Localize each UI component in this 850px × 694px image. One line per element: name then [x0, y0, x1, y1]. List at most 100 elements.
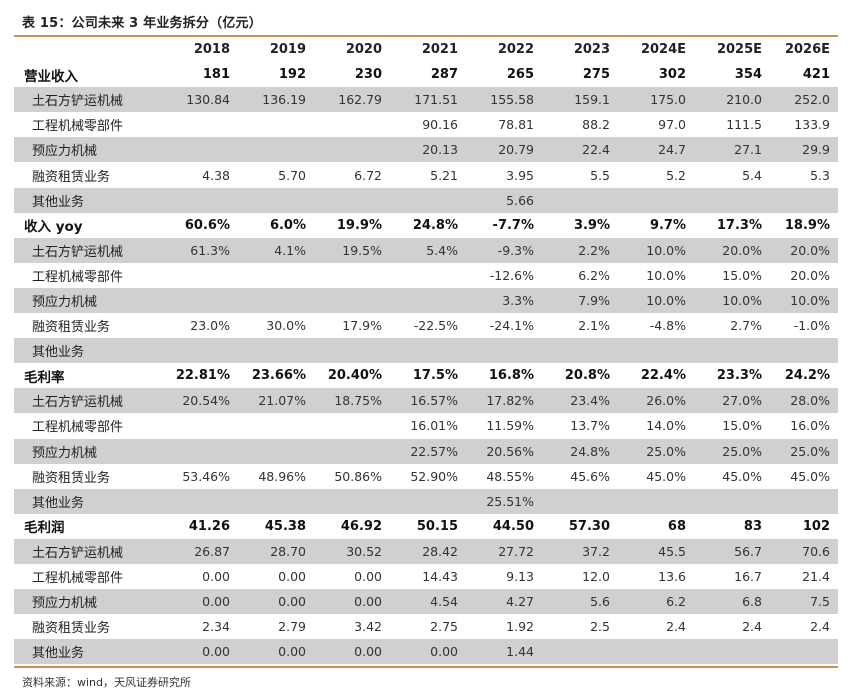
value-cell: 6.2: [618, 589, 694, 615]
header-year: 2018: [193, 42, 230, 58]
value-cell: [314, 287, 390, 314]
value-cell: [770, 338, 838, 364]
value-cell: 24.7: [618, 137, 694, 163]
value-cell: 50.15: [416, 518, 458, 534]
value-cell: 252.0: [770, 87, 838, 113]
value-cell: 1.92: [506, 619, 534, 635]
value-cell: 18.9%: [784, 217, 830, 233]
value-cell: 10.0%: [618, 287, 694, 314]
value-cell: 5.5: [590, 167, 610, 183]
value-cell: 68: [667, 518, 686, 534]
row-label: 土石方铲运机械: [14, 538, 162, 564]
table-row-total: 收入 yoy 60.6% 6.0% 19.9% 24.8% -7.7% 3.9% 9.7% 17…: [14, 213, 838, 238]
value-cell: [618, 488, 694, 514]
row-label: 其他业务: [14, 488, 162, 514]
value-cell: -12.6%: [489, 267, 534, 283]
value-cell: 23.3%: [716, 368, 762, 384]
value-cell: 210.0: [694, 87, 770, 113]
table-row: 工程机械零部件 16.01% 11.59% 13.7% 14.0% 15.0% 16.0%: [14, 413, 838, 438]
value-cell: 136.19: [238, 87, 314, 113]
value-cell: 78.81: [498, 117, 534, 133]
value-cell: [542, 488, 618, 514]
value-cell: [542, 187, 618, 213]
value-cell: 83: [743, 518, 762, 534]
value-cell: 0.00: [238, 589, 314, 615]
table-row: 预应力机械 20.13 20.79 22.4 24.7 27.1 29.9: [14, 137, 838, 163]
value-cell: 13.7%: [570, 418, 610, 434]
value-cell: 17.5%: [412, 368, 458, 384]
value-cell: -22.5%: [413, 318, 458, 334]
value-cell: 20.8%: [564, 368, 610, 384]
value-cell: 265: [506, 67, 534, 83]
value-cell: [238, 438, 314, 464]
header-label-cell: [14, 37, 162, 62]
value-cell: 20.0%: [694, 237, 770, 263]
value-cell: [162, 112, 238, 137]
value-cell: [162, 438, 238, 464]
value-cell: 52.90%: [410, 468, 458, 484]
value-cell: 22.81%: [175, 368, 230, 384]
value-cell: 26.0%: [618, 388, 694, 414]
row-label: 其他业务: [14, 187, 162, 213]
value-cell: [162, 338, 238, 364]
header-year: 2022: [497, 42, 534, 58]
value-cell: 24.8%: [542, 438, 618, 464]
value-cell: 421: [802, 67, 830, 83]
value-cell: [390, 338, 466, 364]
value-cell: 171.51: [390, 87, 466, 113]
value-cell: [314, 112, 390, 137]
table-row: 工程机械零部件 90.16 78.81 88.2 97.0 111.5 133.9: [14, 112, 838, 137]
value-cell: 97.0: [658, 117, 686, 133]
value-cell: 11.59%: [486, 418, 534, 434]
value-cell: 175.0: [618, 87, 694, 113]
value-cell: [542, 338, 618, 364]
value-cell: 0.00: [202, 569, 230, 585]
value-cell: 13.6: [658, 569, 686, 585]
table-row: 土石方铲运机械 61.3% 4.1% 19.5% 5.4% -9.3% 2.2% 10.0% 2…: [14, 237, 838, 263]
value-cell: 4.38: [202, 167, 230, 183]
value-cell: 4.54: [390, 589, 466, 615]
value-cell: 44.50: [492, 518, 534, 534]
value-cell: 16.57%: [390, 388, 466, 414]
value-cell: 6.8: [694, 589, 770, 615]
value-cell: 16.7: [734, 569, 762, 585]
table-title: 表 15：公司未来 3 年业务拆分（亿元）: [22, 16, 262, 31]
value-cell: [238, 287, 314, 314]
value-cell: [238, 187, 314, 213]
value-cell: [694, 338, 770, 364]
table-row: 融资租赁业务 23.0% 30.0% 17.9% -22.5% -24.1% 2.1% -4.…: [14, 313, 838, 338]
table-row-total: 营业收入 181 192 230 287 265 275 302 354 421: [14, 62, 838, 87]
header-row: 2018 2019 2020 2021 2022 2023 2024E 2025…: [14, 37, 838, 62]
value-cell: 17.82%: [466, 388, 542, 414]
row-label: 土石方铲运机械: [14, 87, 162, 113]
value-cell: 7.9%: [542, 287, 618, 314]
value-cell: -4.8%: [649, 318, 686, 334]
value-cell: [314, 137, 390, 163]
value-cell: 5.6: [542, 589, 618, 615]
value-cell: 23.0%: [190, 318, 230, 334]
value-cell: 4.1%: [238, 237, 314, 263]
table-row: 土石方铲运机械 20.54% 21.07% 18.75% 16.57% 17.82% 23.…: [14, 388, 838, 414]
value-cell: 12.0: [582, 569, 610, 585]
row-label: 预应力机械: [14, 438, 162, 464]
value-cell: 0.00: [238, 639, 314, 665]
row-label: 其他业务: [14, 338, 162, 364]
value-cell: 37.2: [542, 538, 618, 564]
value-cell: 2.4: [742, 619, 762, 635]
value-cell: [162, 287, 238, 314]
row-label: 预应力机械: [14, 287, 162, 314]
value-cell: 17.3%: [716, 217, 762, 233]
value-cell: 70.6: [770, 538, 838, 564]
value-cell: 45.0%: [790, 468, 830, 484]
row-label: 融资租赁业务: [32, 621, 111, 637]
value-cell: 9.13: [506, 569, 534, 585]
value-cell: 162.79: [314, 87, 390, 113]
value-cell: 192: [278, 67, 306, 83]
table-row: 预应力机械 3.3% 7.9% 10.0% 10.0% 10.0%: [14, 287, 838, 314]
value-cell: [314, 438, 390, 464]
value-cell: 111.5: [726, 117, 762, 133]
value-cell: 0.00: [314, 639, 390, 665]
row-label: 工程机械零部件: [32, 571, 124, 587]
value-cell: 10.0%: [770, 287, 838, 314]
